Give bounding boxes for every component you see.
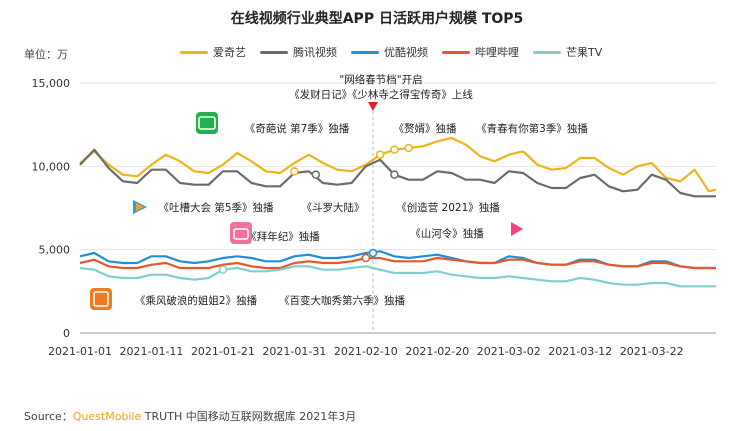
legend-item-youku: 优酷视频: [351, 44, 428, 60]
legend-swatch-bilibili: [442, 50, 470, 54]
event-triangle: [367, 102, 378, 111]
legend-label-youku: 优酷视频: [384, 46, 428, 59]
legend: 爱奇艺 腾讯视频 优酷视频 哔哩哔哩 芒果TV: [180, 44, 602, 60]
mango-tv-icon: [90, 288, 112, 310]
y-axis-ticks: 15,000 10,000 5,000 0: [32, 77, 71, 340]
legend-label-tencent: 腾讯视频: [293, 46, 337, 59]
chart-title: 在线视频行业典型APP 日活跃用户规模 TOP5: [230, 11, 524, 27]
event-marker: [367, 102, 378, 333]
y-tick-label: 5,000: [39, 244, 71, 257]
unit-label: 单位：万: [24, 48, 68, 61]
series-line-4: [79, 265, 716, 288]
tencent-video-icon: [128, 196, 150, 218]
annotation-label: 《山河令》独播: [410, 227, 484, 240]
annotation-label: 《拜年纪》独播: [246, 230, 320, 243]
legend-swatch-tencent: [260, 50, 288, 54]
annotation-point: [375, 150, 385, 159]
annotation-point: [404, 143, 413, 153]
annotation-label: "网络春节档"开启: [339, 73, 422, 86]
legend-item-mango: 芒果TV: [533, 44, 602, 60]
annotation-point: [311, 170, 321, 179]
series-lines: [79, 136, 717, 288]
annotation-label: 《百变大咖秀第六季》独播: [279, 294, 405, 307]
source-brand: QuestMobile: [72, 410, 142, 423]
legend-item-tencent: 腾讯视频: [260, 44, 337, 60]
x-tick-label: 2021-01-21: [191, 345, 255, 358]
x-axis-ticks: 2021-01-01 2021-01-11 2021-01-21 2021-01-31…: [48, 345, 684, 358]
legend-label-iqiyi: 爱奇艺: [213, 46, 246, 59]
annotation-point: [218, 265, 228, 274]
y-tick-label: 10,000: [32, 160, 71, 173]
bilibili-icon: [230, 222, 252, 244]
series-line-0: [79, 136, 717, 193]
mango-tv-icon-bg: [90, 288, 112, 310]
annotation-point: [290, 167, 299, 176]
x-tick-label: 2021-03-22: [620, 345, 684, 358]
source-rest: TRUTH 中国移动互联网数据库 2021年3月: [141, 410, 357, 423]
annotation-label: 《青春有你第3季》独播: [476, 122, 588, 135]
legend-swatch-iqiyi: [180, 50, 208, 54]
x-tick-label: 2021-01-01: [48, 345, 112, 358]
annotation-point: [368, 248, 378, 258]
annotation-point: [361, 253, 371, 263]
legend-item-iqiyi: 爱奇艺: [180, 44, 246, 60]
bilibili-icon-screen: [233, 228, 249, 240]
legend-label-bilibili: 哔哩哔哩: [475, 46, 519, 59]
legend-swatch-youku: [351, 50, 379, 54]
y-tick-label: 0: [63, 327, 70, 340]
x-tick-label: 2021-03-02: [477, 345, 541, 358]
x-tick-label: 2021-03-12: [548, 345, 612, 358]
annotation-label: 《赘婿》独播: [394, 122, 457, 135]
annotations: "网络春节档"开启《发财日记》《少林寺之得宝传奇》上线《奇葩说 第7季》独播 《赘…: [135, 73, 588, 307]
legend-item-bilibili: 哔哩哔哩: [442, 44, 519, 60]
x-tick-label: 2021-02-10: [334, 345, 398, 358]
annotation-point: [390, 170, 399, 179]
series-line-1: [79, 148, 716, 198]
source-note: Source：QuestMobile TRUTH 中国移动互联网数据库 2021…: [24, 408, 356, 424]
iqiyi-icon-frame: [198, 116, 216, 130]
annotation-label: 《吐槽大会 第5季》独播: [158, 201, 274, 214]
legend-swatch-mango: [533, 50, 561, 54]
platform-icons: [90, 112, 527, 310]
x-tick-label: 2021-02-20: [405, 345, 469, 358]
annotation-label: 《乘风破浪的姐姐2》独播: [135, 294, 258, 307]
annotation-point: [390, 145, 399, 154]
legend-label-mango: 芒果TV: [566, 46, 603, 59]
annotation-label: 《创造营 2021》独播: [396, 201, 500, 214]
annotation-label: 《发财日记》《少林寺之得宝传奇》上线: [289, 88, 473, 101]
series-line-3: [79, 256, 716, 270]
x-tick-label: 2021-01-11: [119, 345, 183, 358]
youku-play: [511, 222, 523, 236]
iqiyi-icon: [196, 112, 218, 134]
mango-icon-frame: [93, 291, 109, 307]
y-tick-label: 15,000: [32, 77, 71, 90]
source-prefix: Source：: [24, 410, 73, 423]
tencent-play-orange: [136, 203, 144, 211]
youku-icon: [505, 218, 527, 240]
annotation-label: 《斗罗大陆》: [302, 201, 365, 214]
x-tick-label: 2021-01-31: [262, 345, 326, 358]
annotation-label: 《奇葩说 第7季》独播: [245, 122, 350, 135]
